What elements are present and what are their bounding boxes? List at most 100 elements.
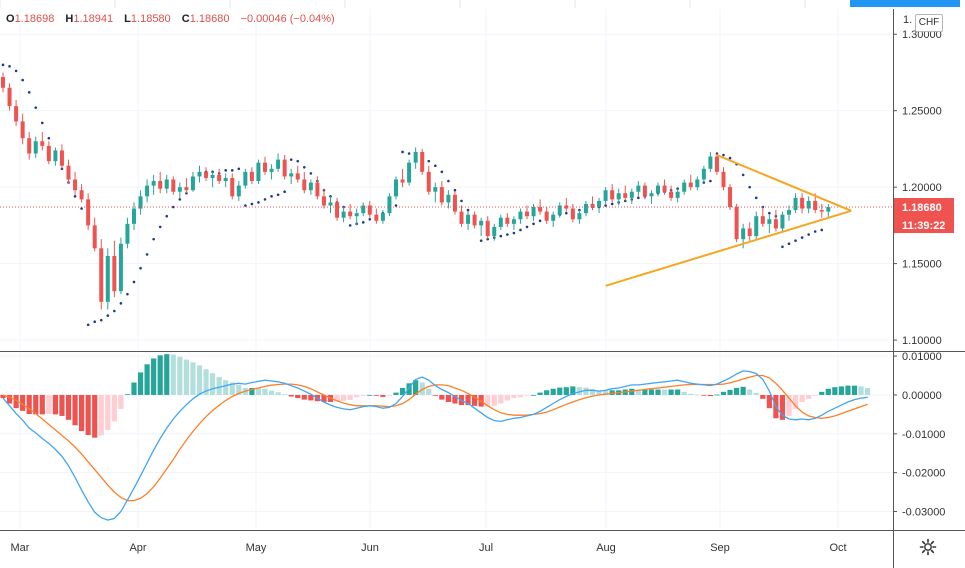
- macd-histogram-bar: [485, 394, 491, 407]
- candle-body: [466, 214, 471, 224]
- candle-body: [511, 219, 516, 224]
- macd-histogram-bar: [792, 394, 799, 409]
- macd-histogram-bar: [655, 389, 661, 395]
- change-value: −0.00046 (−0.04%): [240, 13, 335, 25]
- candle-body: [151, 181, 156, 186]
- candle-body: [629, 191, 634, 198]
- candle-body: [498, 217, 503, 227]
- candle-body: [695, 179, 700, 188]
- macd-histogram-bar: [249, 387, 255, 395]
- psar-dot: [263, 198, 267, 201]
- macd-histogram-bar: [236, 384, 242, 395]
- macd-histogram-bar: [177, 356, 183, 395]
- macd-histogram-bar: [406, 383, 412, 395]
- candle-body: [400, 179, 405, 183]
- macd-histogram-bar: [498, 394, 504, 404]
- psar-dot: [47, 136, 51, 140]
- macd-histogram-bar: [419, 382, 425, 395]
- candle-body: [145, 185, 150, 197]
- macd-histogram-bar: [806, 394, 812, 399]
- psar-dot: [728, 156, 732, 160]
- candle-body: [787, 210, 791, 215]
- macd-histogram-bar: [347, 394, 353, 401]
- candle-body: [734, 207, 739, 240]
- macd-histogram-bar: [701, 394, 707, 396]
- macd-histogram-bar: [275, 392, 281, 395]
- psar-dot: [113, 309, 116, 313]
- psar-dot: [152, 237, 155, 241]
- macd-histogram-bar: [753, 393, 759, 395]
- psar-dot: [604, 204, 607, 207]
- time-tick-label: Sep: [710, 542, 730, 554]
- macd-histogram-bar: [39, 394, 45, 415]
- psar-dot: [145, 253, 149, 256]
- countdown-text: 11:39:22: [902, 220, 945, 232]
- psar-dot: [447, 179, 450, 183]
- candle-body: [793, 197, 798, 211]
- time-tick-label: Jun: [361, 542, 379, 554]
- macd-histogram-bar: [282, 394, 288, 395]
- psar-dot: [27, 91, 31, 94]
- currency-unit-button[interactable]: CHF: [915, 14, 943, 32]
- psar-dot: [21, 78, 24, 82]
- candle-body: [256, 162, 261, 182]
- macd-histogram-bar: [714, 394, 720, 396]
- macd-histogram-bar: [642, 389, 648, 395]
- psar-dot: [407, 152, 411, 155]
- psar-dot: [768, 211, 771, 215]
- candle-body: [649, 193, 654, 197]
- candle-body: [819, 210, 824, 212]
- candle-body: [557, 205, 562, 215]
- psar-dot: [257, 201, 260, 204]
- current-price-badge: [894, 198, 954, 217]
- macd-histogram-bar: [858, 386, 864, 395]
- macd-histogram-bar: [288, 394, 294, 397]
- macd-histogram-bar: [46, 394, 52, 414]
- macd-histogram-bar: [111, 394, 117, 422]
- macd-histogram-bar: [838, 386, 844, 395]
- psar-dot: [250, 202, 254, 206]
- macd-histogram-bar: [190, 362, 196, 395]
- macd-histogram-bar: [6, 394, 13, 404]
- candle-body: [118, 243, 123, 292]
- psar-dot: [525, 225, 529, 229]
- psar-dot: [637, 196, 640, 200]
- psar-dot: [427, 159, 431, 163]
- candle-body: [348, 211, 353, 217]
- psar-dot: [8, 65, 11, 68]
- macd-tick-label: 0.00000: [902, 390, 942, 402]
- candle-body: [741, 228, 746, 240]
- price-labels: 1.18680 11:39:22: [894, 198, 954, 234]
- macd-histogram-bar: [865, 387, 871, 395]
- macd-histogram-bar: [0, 394, 6, 399]
- grid: [0, 0, 960, 529]
- price-tick-label: 1.25000: [902, 106, 942, 118]
- psar-dot: [276, 193, 280, 197]
- candle-body: [662, 185, 667, 192]
- candle-body: [433, 187, 438, 192]
- candle-body: [531, 207, 536, 217]
- psar-dot: [401, 150, 404, 154]
- macd-histogram-bar: [137, 372, 144, 395]
- psar-dot: [230, 169, 234, 172]
- candle-body: [105, 255, 110, 302]
- triangle-pattern: [605, 154, 852, 287]
- macd-histogram-bar: [124, 394, 131, 395]
- candle-body: [112, 255, 117, 292]
- psar-dot: [506, 233, 509, 236]
- candle-body: [1, 77, 5, 88]
- macd-histogram-bar: [255, 388, 262, 395]
- candle-body: [295, 173, 300, 180]
- psar-dot: [800, 236, 804, 239]
- psar-dot: [748, 185, 751, 189]
- candle-body: [171, 179, 176, 192]
- macd-histogram-bar: [845, 385, 851, 395]
- candle-body: [688, 182, 693, 188]
- gear-icon[interactable]: [918, 537, 938, 557]
- psar-dot: [519, 228, 522, 232]
- macd-histogram-bar: [183, 359, 189, 395]
- psar-dot: [512, 231, 516, 235]
- candle-body: [701, 168, 706, 180]
- psar-dot: [270, 195, 273, 198]
